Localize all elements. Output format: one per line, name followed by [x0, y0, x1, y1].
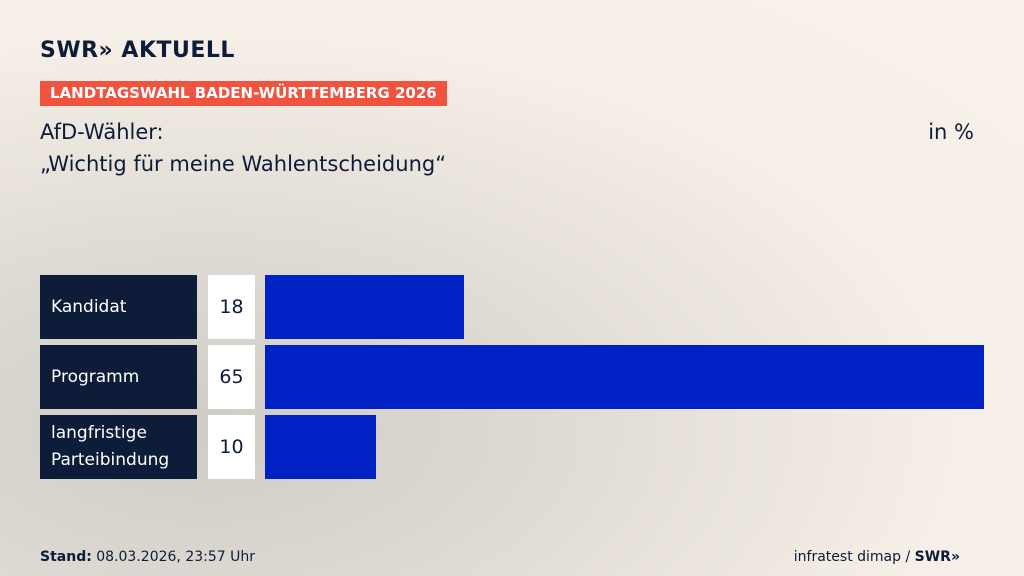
unit-label: in % [928, 120, 974, 144]
bar [265, 415, 376, 479]
swr-brand: SWR» [914, 549, 960, 565]
bar [265, 275, 465, 339]
timestamp: Stand: 08.03.2026, 23:57 Uhr [40, 549, 255, 565]
category-label: langfristige Parteibindung [40, 415, 197, 479]
chart-title-line1: AfD-Wähler: [40, 120, 164, 144]
value-label: 18 [208, 275, 255, 339]
category-label: Kandidat [40, 275, 197, 339]
bar [265, 345, 984, 409]
source: infratest dimap / SWR» [794, 549, 960, 565]
source-text: infratest dimap / [793, 549, 915, 565]
swr-aktuell-logo: SWR» AKTUELL [40, 38, 235, 63]
chart-title-line2: „Wichtig für meine Wahlentscheidung“ [40, 152, 447, 176]
election-badge: LANDTAGSWAHL BADEN-WÜRTTEMBERG 2026 [40, 81, 447, 106]
value-label: 65 [208, 345, 255, 409]
stand-label: Stand: [40, 549, 92, 565]
stand-value: 08.03.2026, 23:57 Uhr [91, 549, 255, 565]
value-label: 10 [208, 415, 255, 479]
category-label: Programm [40, 345, 197, 409]
